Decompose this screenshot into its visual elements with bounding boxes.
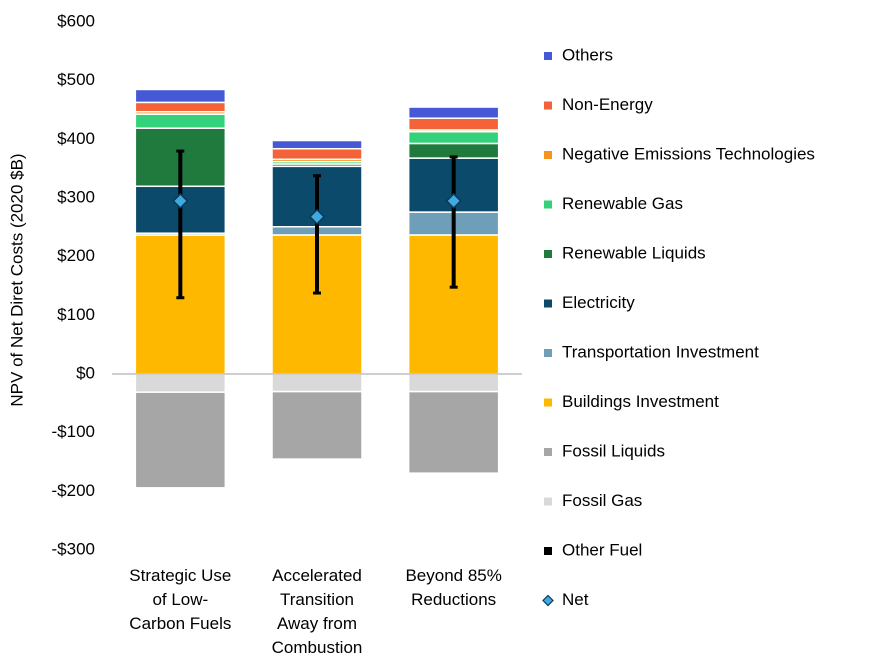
bar-segment bbox=[134, 88, 227, 104]
legend-label: Fossil Gas bbox=[562, 491, 642, 510]
bar-segment bbox=[407, 130, 500, 145]
legend-label: Other Fuel bbox=[562, 540, 642, 559]
bar-segment bbox=[134, 113, 227, 129]
legend-swatch bbox=[544, 101, 552, 110]
y-tick-label: -$100 bbox=[52, 422, 95, 441]
y-tick-label: $100 bbox=[57, 305, 95, 324]
bar-segment bbox=[271, 139, 363, 150]
legend-label: Fossil Liquids bbox=[562, 441, 665, 460]
net-marker bbox=[172, 192, 189, 209]
legend-label: Renewable Liquids bbox=[562, 243, 706, 262]
x-tick-label: Strategic Use of Low-Carbon Fuels bbox=[129, 566, 231, 633]
bar-segment bbox=[134, 391, 227, 489]
bar-segment bbox=[271, 373, 363, 393]
y-tick-label: $300 bbox=[57, 187, 95, 206]
bar-segment bbox=[407, 373, 500, 393]
y-tick-label: $400 bbox=[57, 129, 95, 148]
y-axis-label: NPV of Net Diret Costs (2020 $B) bbox=[7, 153, 26, 406]
legend-label: Buildings Investment bbox=[562, 392, 719, 411]
legend-swatch bbox=[544, 151, 552, 159]
bar-segment bbox=[271, 390, 363, 460]
y-tick-label: $200 bbox=[57, 246, 95, 265]
legend-label: Transportation Investment bbox=[562, 342, 759, 361]
legend-label: Net bbox=[562, 590, 589, 609]
legend-swatch bbox=[544, 547, 552, 555]
y-tick-label: $500 bbox=[57, 70, 95, 89]
y-tick-label: $0 bbox=[76, 363, 95, 382]
legend-swatch bbox=[544, 448, 552, 456]
net-marker bbox=[445, 192, 462, 209]
y-tick-label: $600 bbox=[57, 11, 95, 30]
legend-swatch bbox=[544, 497, 552, 506]
legend-label: Others bbox=[562, 45, 613, 64]
legend-swatch bbox=[544, 398, 552, 407]
legend-swatch bbox=[544, 299, 552, 308]
legend-label: Electricity bbox=[562, 293, 635, 312]
bar-segment bbox=[271, 147, 363, 161]
bar-segment bbox=[134, 101, 227, 113]
legend-swatch bbox=[542, 594, 554, 607]
bar-segment bbox=[407, 390, 500, 474]
legend-label: Negative Emissions Technologies bbox=[562, 144, 815, 163]
legend-label: Non-Energy bbox=[562, 95, 653, 114]
x-tick-label: Beyond 85% Reductions bbox=[405, 566, 501, 609]
legend-swatch bbox=[544, 52, 552, 60]
legend-swatch bbox=[544, 349, 552, 357]
x-tick-label: Accelerated Transition Away from Combustion bbox=[272, 566, 363, 657]
y-tick-label: -$300 bbox=[52, 539, 95, 558]
net-marker bbox=[308, 208, 326, 225]
bar-segment bbox=[407, 117, 500, 131]
y-tick-label: -$200 bbox=[52, 481, 95, 500]
legend-label: Renewable Gas bbox=[562, 194, 683, 213]
legend-swatch bbox=[544, 200, 552, 209]
bar-segment bbox=[407, 106, 500, 119]
legend-swatch bbox=[544, 250, 552, 258]
bar-segment bbox=[134, 373, 227, 393]
